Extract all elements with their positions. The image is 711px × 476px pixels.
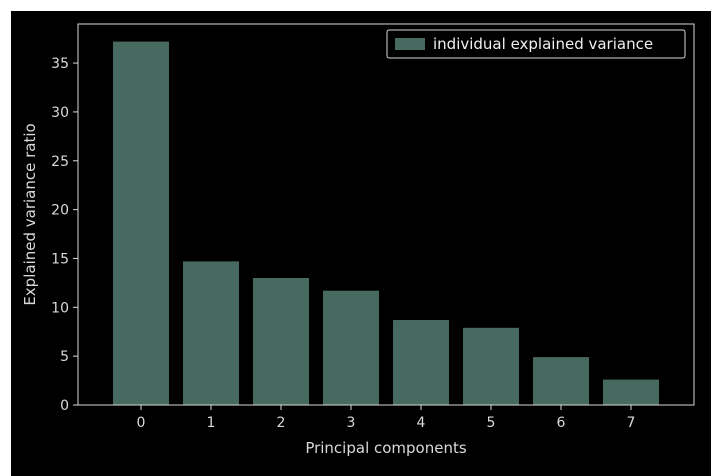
bar [533, 357, 589, 405]
x-tick-label: 3 [347, 415, 356, 431]
y-tick-label: 15 [51, 251, 69, 267]
y-tick-label: 35 [51, 56, 69, 72]
bar [323, 290, 379, 405]
plot-frame [77, 23, 695, 406]
y-ticks-group: 0 5 10 15 20 25 30 35 [51, 56, 78, 414]
y-tick-label: 10 [51, 300, 69, 316]
legend: individual explained variance [386, 29, 686, 59]
x-tick-label: 7 [627, 415, 636, 431]
y-axis-label: Explained variance ratio [21, 123, 39, 305]
x-tick-label: 5 [487, 415, 496, 431]
y-tick-label: 0 [60, 398, 69, 414]
x-axis-label: Principal components [305, 439, 467, 457]
x-tick-label: 2 [277, 415, 286, 431]
bar [463, 327, 519, 405]
bar [603, 379, 659, 405]
x-tick-label: 0 [137, 415, 146, 431]
y-tick-label: 25 [51, 154, 69, 170]
legend-swatch [395, 38, 425, 50]
y-tick-label: 5 [60, 349, 69, 365]
legend-label: individual explained variance [433, 35, 653, 53]
bar [393, 320, 449, 405]
bar [113, 41, 169, 405]
x-tick-label: 4 [417, 415, 426, 431]
plot-area: 0 1 2 3 4 5 6 7 0 5 10 15 20 25 30 35 [51, 23, 695, 431]
x-tick-label: 6 [557, 415, 566, 431]
legend-box [386, 29, 686, 59]
bars-group [113, 41, 659, 405]
bar [253, 278, 309, 405]
x-ticks-group: 0 1 2 3 4 5 6 7 [137, 405, 636, 431]
bar [183, 261, 239, 405]
y-tick-label: 30 [51, 105, 69, 121]
plot-background [78, 24, 694, 405]
y-tick-label: 20 [51, 203, 69, 219]
x-tick-label: 1 [207, 415, 216, 431]
